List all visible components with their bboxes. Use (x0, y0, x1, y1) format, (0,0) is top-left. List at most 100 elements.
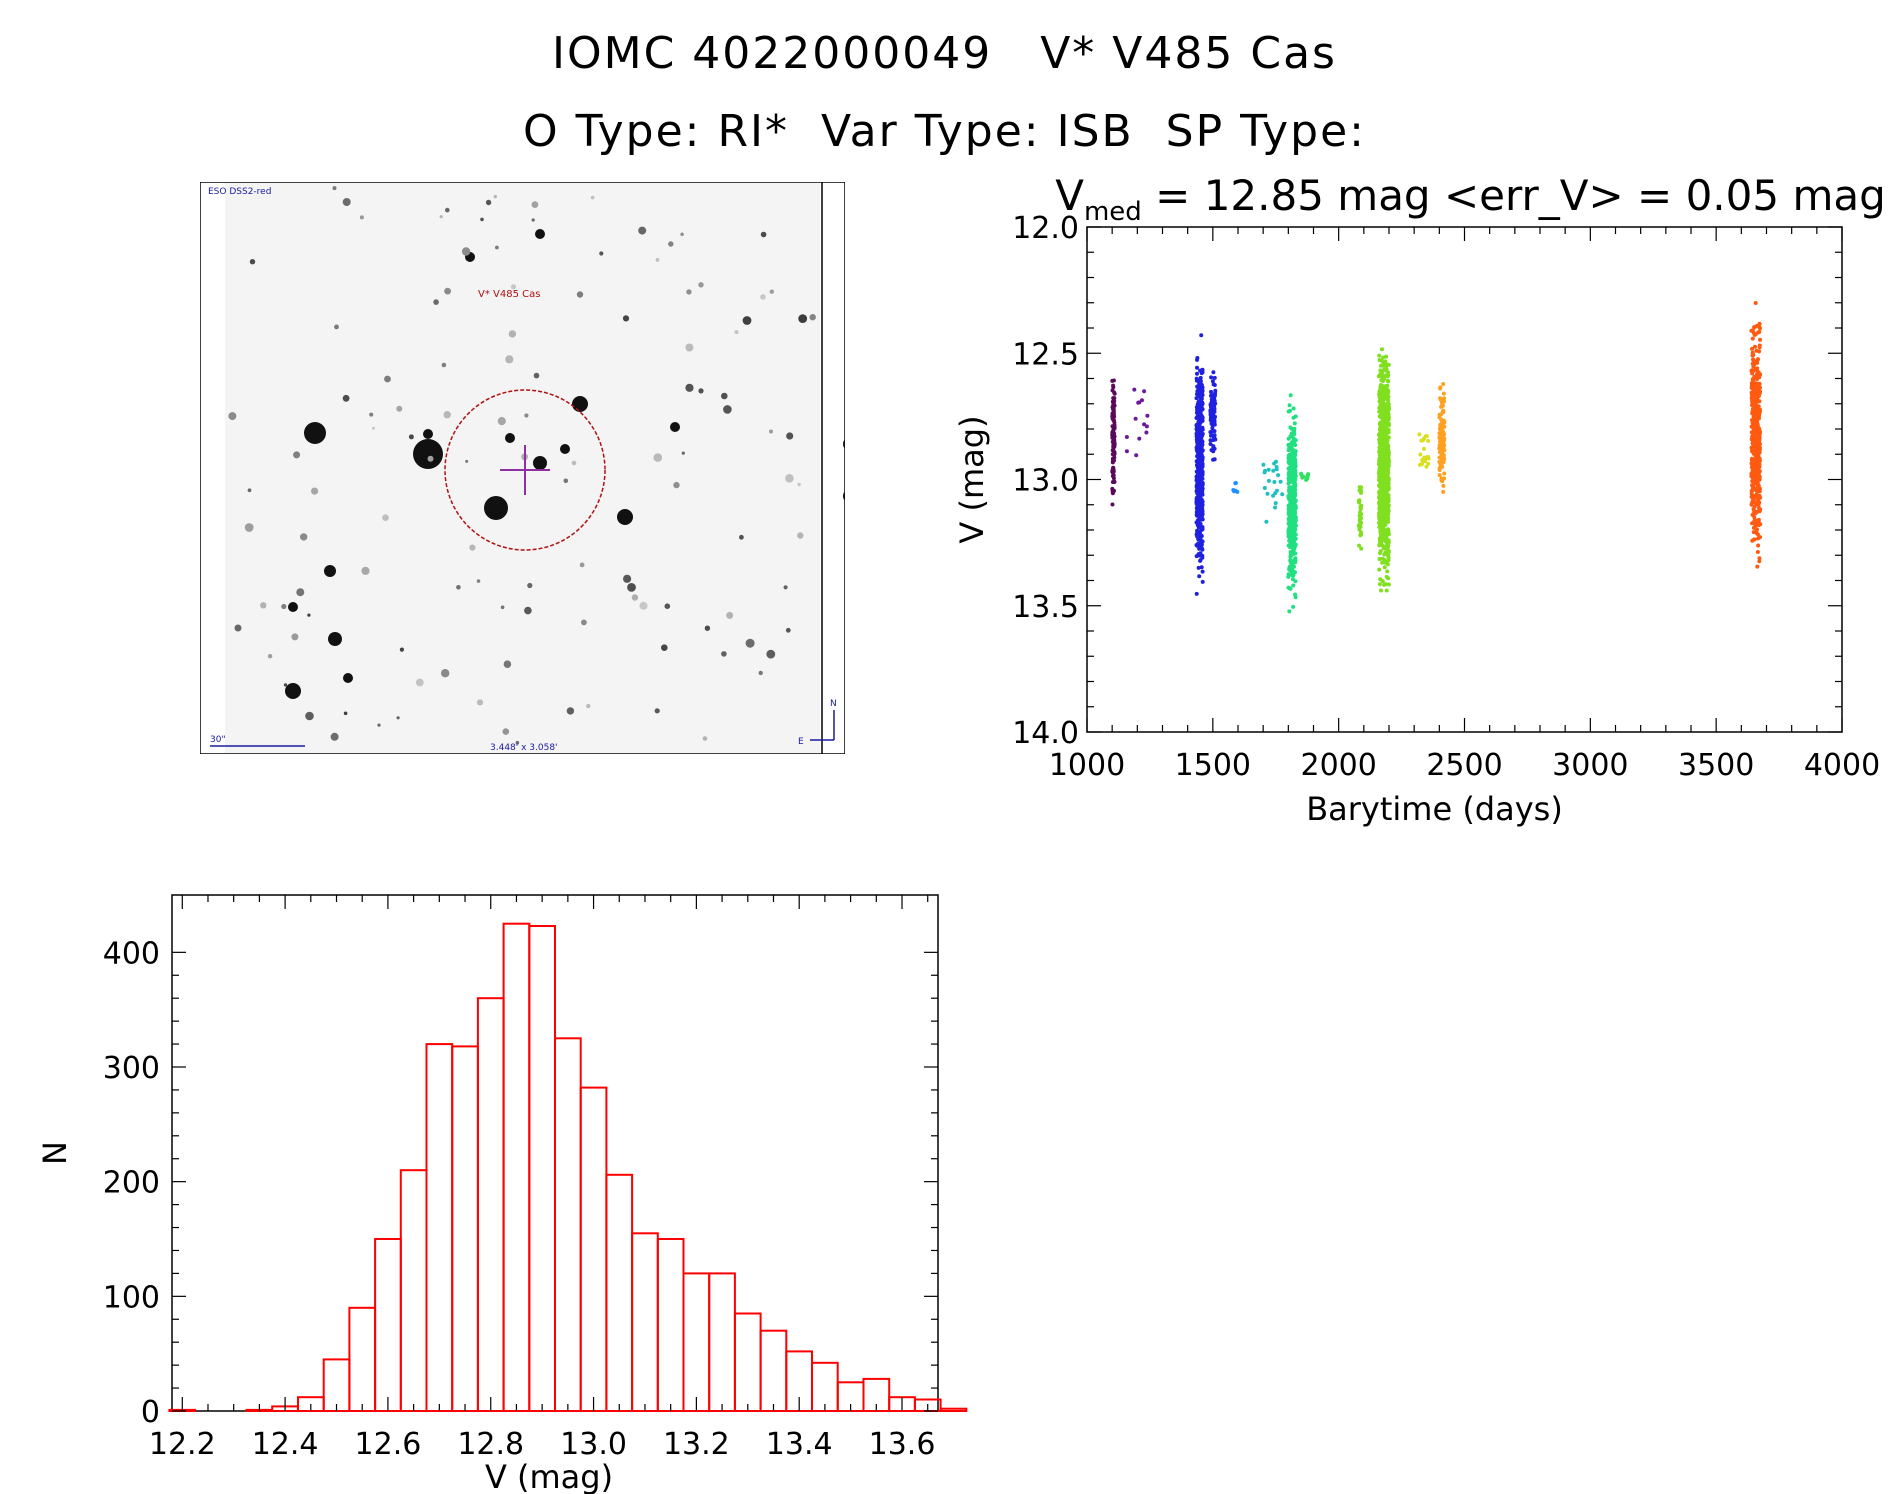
data-point (1754, 376, 1759, 381)
star (382, 514, 389, 521)
histogram-bar (656, 1238, 685, 1412)
data-point (1442, 438, 1447, 442)
data-point (1750, 395, 1754, 400)
data-point (1383, 425, 1388, 430)
series-seg1 (1110, 378, 1117, 507)
data-point (1292, 441, 1297, 445)
data-point (1198, 496, 1203, 501)
data-point (1386, 476, 1391, 481)
data-point (1756, 406, 1761, 411)
data-point (1210, 415, 1215, 420)
data-point (1383, 420, 1388, 425)
data-point (1291, 552, 1295, 557)
star (396, 716, 400, 720)
data-point (1378, 475, 1383, 480)
data-point (1381, 413, 1386, 418)
data-point (1196, 402, 1201, 407)
data-point (1751, 446, 1756, 451)
data-point (1197, 412, 1202, 417)
data-point (1382, 481, 1387, 486)
data-point (1378, 507, 1383, 512)
data-point (1383, 538, 1388, 543)
data-point (1200, 553, 1205, 558)
data-point (1197, 553, 1202, 558)
data-point (1111, 418, 1116, 423)
data-point (1386, 485, 1391, 490)
data-point (1382, 516, 1387, 521)
data-point (1290, 470, 1295, 475)
data-point (1439, 448, 1444, 453)
data-point (1377, 543, 1382, 548)
data-point (1379, 499, 1384, 504)
star (809, 314, 816, 321)
data-point (1381, 427, 1386, 432)
data-point (1757, 475, 1762, 480)
data-point (1305, 473, 1310, 478)
data-point (1378, 474, 1383, 479)
data-point (1753, 494, 1758, 499)
data-point (1212, 404, 1217, 409)
data-point (1755, 474, 1760, 479)
data-point (1385, 397, 1389, 401)
data-point (1380, 519, 1385, 524)
data-point (1437, 443, 1442, 448)
star (497, 417, 506, 426)
data-point (1752, 406, 1757, 411)
data-point (1382, 455, 1386, 460)
data-point (1377, 542, 1382, 547)
data-point (1441, 432, 1446, 437)
data-point (1383, 421, 1388, 426)
data-point (1377, 389, 1382, 394)
data-point (1379, 451, 1384, 456)
data-point (1383, 434, 1388, 439)
data-point (1112, 420, 1117, 425)
data-point (1383, 442, 1388, 447)
x-tick-label: 13.4 (766, 1427, 833, 1462)
data-point (1378, 390, 1383, 395)
data-point (1439, 438, 1443, 442)
data-point (1378, 504, 1383, 509)
data-point (1211, 382, 1216, 387)
data-point (1196, 448, 1201, 453)
data-point (1385, 542, 1390, 547)
data-point (1384, 444, 1389, 449)
data-point (1383, 453, 1388, 458)
data-point (1439, 431, 1444, 435)
data-point (1752, 403, 1757, 408)
data-point (1385, 445, 1390, 450)
data-point (1197, 408, 1202, 413)
data-point (1195, 484, 1200, 489)
data-point (1197, 478, 1202, 483)
data-point (1293, 557, 1297, 562)
data-point (1287, 526, 1292, 531)
data-point (1300, 475, 1305, 480)
data-point (1197, 438, 1202, 443)
data-point (1383, 484, 1388, 489)
y-tick-label: 14.0 (1012, 716, 1079, 751)
data-point (1382, 552, 1387, 557)
data-point (1290, 521, 1295, 526)
data-point (1200, 418, 1205, 423)
data-point (1752, 384, 1757, 389)
histogram-bar (451, 1045, 479, 1413)
data-point (1379, 532, 1383, 537)
data-point (1378, 484, 1383, 489)
data-point (1382, 538, 1387, 543)
data-point (1383, 405, 1388, 409)
data-point (1287, 510, 1292, 515)
data-point (1287, 518, 1292, 523)
data-point (1198, 446, 1203, 450)
data-point (1377, 500, 1381, 505)
data-point (1751, 444, 1756, 449)
data-point (1384, 431, 1389, 436)
data-point (1276, 473, 1281, 478)
data-point (1194, 376, 1199, 381)
data-point (1752, 537, 1757, 542)
star (330, 732, 339, 741)
data-point (1196, 470, 1201, 475)
data-point (1212, 383, 1217, 387)
data-point (1751, 394, 1756, 399)
data-point (1380, 537, 1385, 542)
data-point (1211, 418, 1216, 423)
data-point (1377, 492, 1382, 497)
